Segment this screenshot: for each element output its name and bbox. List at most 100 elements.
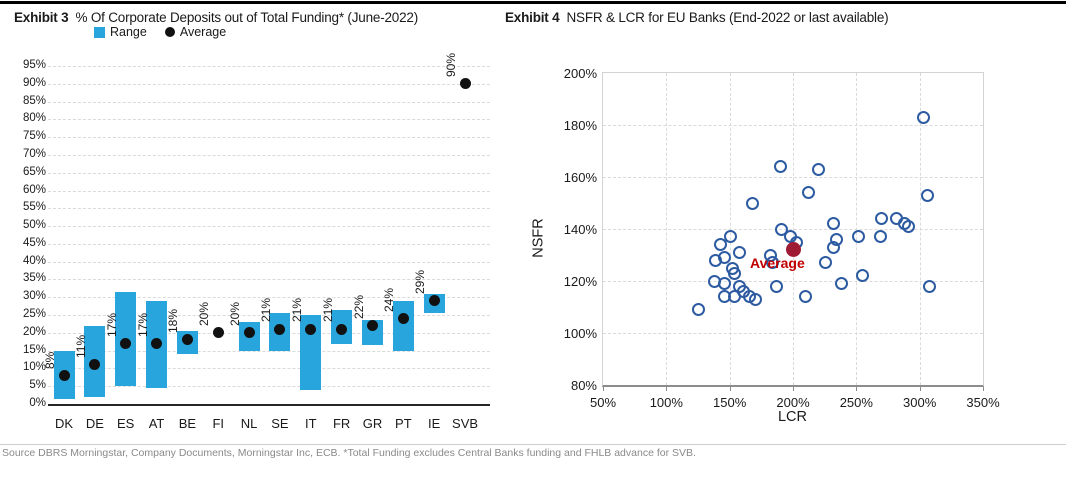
exhibit4-title-text: NSFR & LCR for EU Banks (End-2022 or las… [566,10,889,25]
bar-value-label: 18% [166,308,181,333]
y-tick-label: 200% [563,66,597,81]
gridline [48,297,490,299]
x-tick-label: NL [240,416,258,431]
scatter-point [745,196,759,210]
y-axis-title: NSFR [530,218,547,258]
y-tick-label: 0% [29,397,46,409]
bar-value-label: 21% [320,298,335,323]
scatter-point [916,110,930,124]
exhibit4-title: Exhibit 4 NSFR & LCR for EU Banks (End-20… [505,10,889,25]
average-dot [459,78,471,90]
bar-value-label: 20% [197,301,212,326]
gridline [603,333,983,334]
scatter-point [819,256,833,270]
average-dot [151,338,163,349]
exhibit3-plot-area: 0% 5% 10% 15% 20% 25% 30% 35% 40% 45% 50% 55% 60% 65%… [23,53,490,431]
exhibit3-label: Exhibit 3 [14,10,69,25]
x-tick-label: 200% [776,395,810,410]
bar-value-label: 22% [351,294,366,319]
scatter-point [724,230,738,244]
y-tick-label: 100% [563,326,597,341]
y-tick-label: 30% [22,290,46,303]
y-tick-label: 15% [22,343,46,356]
scatter-point [827,240,841,254]
x-tick-mark [603,387,604,391]
scatter-point [856,269,870,283]
average-dot [181,334,193,346]
gridline [48,154,490,156]
y-tick-label: 95% [22,59,46,71]
gridline [48,368,490,370]
bar-value-label: 21% [258,298,273,323]
legend-range-label: Range [110,25,147,39]
x-tick-label: 350% [966,395,1000,410]
legend-item-average: Average [164,25,227,39]
x-tick-label: IE [428,416,441,431]
scatter-point [923,279,937,293]
x-tick-label: PT [395,416,412,431]
y-tick-label: 90% [22,76,46,89]
exhibit4-plot-area: 50% 100% 150% 200% 250% 300% 350% 80% 100% 120% 14… [564,66,1000,410]
top-border-rule [0,1,1066,4]
average-dot [397,313,409,325]
y-tick-label: 40% [22,254,46,267]
gridline [603,229,983,230]
bar-value-label: 90% [444,52,459,77]
bar-value-label: 17% [104,312,119,337]
average-dot-icon [164,27,175,37]
average-dot [336,323,348,335]
scatter-point [801,186,815,200]
average-dot [367,320,378,332]
legend-average-label: Average [179,25,227,39]
x-tick-label: BE [178,416,197,431]
y-tick-label: 50% [22,219,46,232]
y-tick-label: 140% [563,222,597,237]
average-dot [305,323,317,335]
gridline [48,208,490,210]
gridline [48,332,490,334]
gridline [48,83,490,85]
x-tick-label: FI [212,416,225,431]
gridline [48,190,490,192]
gridline [48,243,490,245]
gridline [48,137,490,139]
average-dot [212,327,224,339]
gridline [48,261,490,263]
scatter-point [827,217,841,231]
gridline [48,65,490,67]
bar-value-label: 8% [43,351,57,369]
y-tick-label: 160% [563,170,597,185]
footer-rule [0,444,1066,445]
scatter-point [920,188,934,202]
average-annotation: Average [750,255,805,271]
bar-value-label: 21% [289,298,304,323]
gridline [48,279,490,281]
x-tick-mark [856,387,858,391]
scatter-point [766,256,780,270]
x-tick-label: DE [85,416,104,431]
source-note: Source DBRS Morningstar, Company Documen… [2,447,696,459]
y-tick-label: 75% [22,130,46,143]
bar-value-label: 11% [73,334,88,358]
x-tick-label: 250% [839,395,873,410]
range-swatch-icon [94,26,105,38]
x-tick-label: SE [271,416,289,431]
y-tick-label: 20% [22,325,46,338]
scatter-point [718,277,732,291]
legend-item-range: Range [94,25,147,39]
average-dot [58,370,70,382]
y-tick-label: 10% [22,361,46,374]
x-tick-label: 150% [713,395,747,410]
exhibit4-label: Exhibit 4 [505,10,560,25]
range-bar [392,300,414,351]
scatter-point [733,245,747,259]
gridline [603,177,983,178]
x-tick-label: GR [362,416,383,431]
scatter-point [691,303,705,317]
y-tick-label: 55% [22,201,46,214]
scatter-point [901,219,915,233]
gridline [48,172,490,174]
x-tick-label: AT [148,416,165,431]
x-tick-mark [729,387,731,391]
average-dot [243,327,255,339]
